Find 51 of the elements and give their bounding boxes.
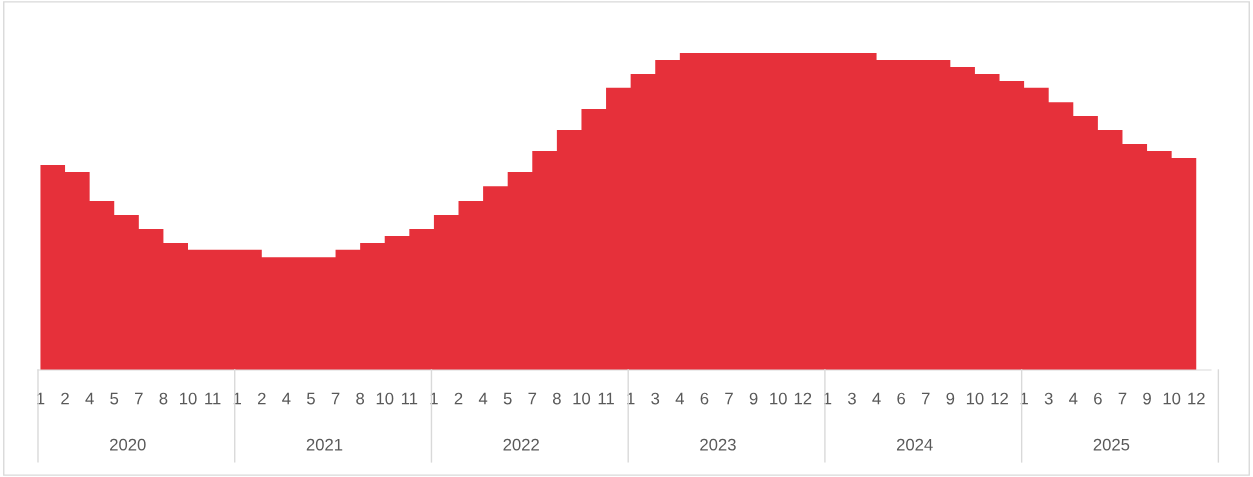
x-tick-label: 1 (627, 392, 635, 405)
text: 2025 (1093, 438, 1130, 451)
x-tick-label: 5 (306, 392, 315, 405)
x-tick-label: 4 (478, 392, 488, 405)
x-tick-label: 8 (552, 392, 561, 405)
x-tick-label: 12 (991, 392, 1008, 405)
x-tick-label: 4 (872, 392, 881, 405)
text: 2020 (110, 438, 146, 451)
x-tick-label: 7 (135, 392, 143, 405)
x-tick-label: 1 (37, 392, 45, 405)
x-tick-label: 7 (331, 392, 340, 405)
x-tick-label: 11 (205, 392, 221, 405)
x-tick-label: 10 (770, 392, 787, 405)
x-tick-label: 9 (1143, 392, 1151, 405)
x-tick-label: 2 (454, 392, 463, 405)
text: 2023 (700, 438, 736, 451)
x-tick-label: 6 (700, 392, 709, 405)
x-tick-label: 12 (1188, 392, 1205, 405)
x-tick-label: 10 (1163, 392, 1181, 405)
x-tick-label: 12 (794, 392, 812, 405)
x-tick-label: 3 (1044, 392, 1053, 405)
x-tick-label: 9 (749, 392, 758, 405)
x-tick-label: 6 (1094, 392, 1102, 405)
x-tick-label: 6 (897, 392, 906, 405)
x-tick-label: 10 (376, 392, 394, 405)
x-tick-label: 11 (401, 392, 418, 405)
x-tick-label: 5 (503, 392, 512, 405)
text: 2024 (896, 438, 933, 451)
x-tick-label: 10 (180, 392, 197, 405)
x-tick-label: 3 (651, 392, 660, 405)
x-tick-label: 7 (921, 392, 930, 405)
x-tick-label: 9 (946, 392, 955, 405)
x-tick-label: 4 (675, 392, 684, 405)
text: 2021 (306, 438, 343, 451)
x-tick-label: 3 (847, 392, 856, 405)
x-tick-label: 8 (159, 392, 168, 405)
x-tick-label: 2 (257, 392, 266, 405)
x-tick-label: 7 (1118, 392, 1127, 405)
x-tick-label: 4 (1069, 392, 1078, 405)
x-tick-label: 10 (966, 392, 984, 405)
x-tick-label: 2 (61, 392, 69, 405)
x-tick-label: 4 (282, 392, 291, 405)
x-tick-label: 7 (528, 392, 537, 405)
x-tick-label: 7 (725, 392, 733, 405)
x-tick-label: 4 (85, 392, 94, 405)
x-tick-label: 1 (824, 392, 832, 405)
text: 2022 (503, 438, 539, 451)
x-tick-label: 5 (110, 392, 119, 405)
x-tick-label: 8 (356, 392, 365, 405)
x-tick-label: 10 (573, 392, 591, 405)
x-tick-label: 11 (598, 392, 614, 405)
